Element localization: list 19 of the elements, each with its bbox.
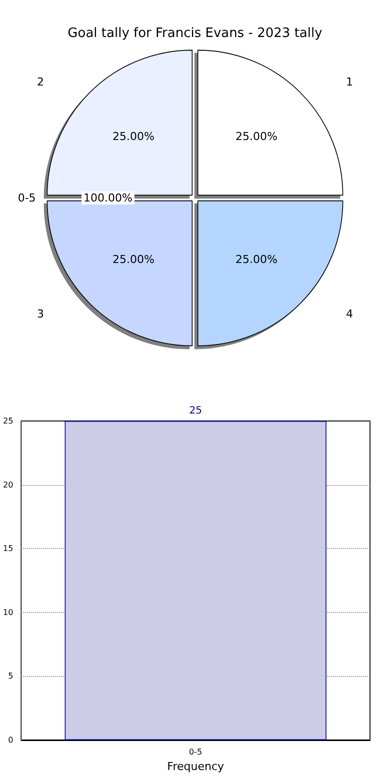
x-axis-title: Frequency [167,760,224,773]
slice-label: 2 [37,76,44,89]
chart-title: Goal tally for Francis Evans - 2023 tally [68,26,323,41]
text: 0-5 [18,192,36,204]
data-label: 25.00% [236,253,278,266]
data-label: 25.00% [112,253,154,266]
text: 100.00% [84,192,132,204]
y-tick-label: 0 [8,736,14,744]
y-tick-label: 25 [2,416,14,426]
data-label: 25 [189,406,202,416]
data-label: 25.00% [112,130,154,143]
slice-label: 3 [37,307,44,320]
y-tick-label: 20 [2,480,14,490]
slice-label: 1 [346,76,353,89]
y-tick-label: 10 [2,608,14,617]
data-label: 25.00% [236,130,278,143]
slice-label: 4 [346,307,353,320]
y-tick-label: 5 [8,672,14,681]
y-tick-label: 15 [2,544,14,554]
